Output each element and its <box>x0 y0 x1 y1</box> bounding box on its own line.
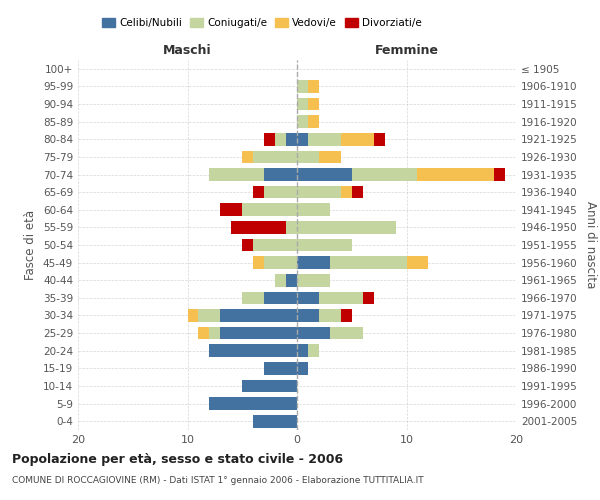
Bar <box>297 274 330 286</box>
Text: Popolazione per età, sesso e stato civile - 2006: Popolazione per età, sesso e stato civil… <box>12 452 343 466</box>
Bar <box>308 80 319 93</box>
Legend: Celibi/Nubili, Coniugati/e, Vedovi/e, Divorziati/e: Celibi/Nubili, Coniugati/e, Vedovi/e, Di… <box>98 14 425 32</box>
Bar <box>209 327 220 340</box>
Bar <box>297 150 319 163</box>
Bar <box>352 168 418 181</box>
Bar <box>297 327 330 340</box>
Bar <box>253 186 264 198</box>
Bar <box>297 256 330 269</box>
Bar <box>232 221 286 234</box>
Bar <box>253 415 297 428</box>
Bar <box>308 344 319 357</box>
Bar <box>341 186 352 198</box>
Bar <box>242 204 297 216</box>
Bar <box>330 256 407 269</box>
Bar <box>209 397 297 410</box>
Bar <box>264 133 275 145</box>
Bar <box>264 186 297 198</box>
Bar <box>297 292 319 304</box>
Bar <box>374 133 385 145</box>
Bar <box>330 327 363 340</box>
Bar <box>199 327 209 340</box>
Bar <box>264 362 297 374</box>
Bar <box>297 80 308 93</box>
Bar <box>242 150 253 163</box>
Text: Maschi: Maschi <box>163 44 212 58</box>
Bar <box>297 98 308 110</box>
Bar <box>297 204 330 216</box>
Bar <box>297 309 319 322</box>
Bar <box>297 344 308 357</box>
Bar <box>264 292 297 304</box>
Bar <box>253 238 297 252</box>
Bar <box>187 309 199 322</box>
Bar <box>297 168 352 181</box>
Bar <box>341 309 352 322</box>
Bar <box>286 133 297 145</box>
Bar <box>319 150 341 163</box>
Bar <box>352 186 362 198</box>
Bar <box>242 380 297 392</box>
Bar <box>362 292 374 304</box>
Bar <box>494 168 505 181</box>
Bar <box>341 133 374 145</box>
Bar <box>220 204 242 216</box>
Bar <box>253 256 264 269</box>
Bar <box>253 150 297 163</box>
Text: Femmine: Femmine <box>374 44 439 58</box>
Bar <box>275 133 286 145</box>
Y-axis label: Anni di nascita: Anni di nascita <box>584 202 597 288</box>
Bar <box>209 344 297 357</box>
Bar <box>308 133 341 145</box>
Bar <box>199 309 220 322</box>
Bar <box>297 221 395 234</box>
Text: COMUNE DI ROCCAGIOVINE (RM) - Dati ISTAT 1° gennaio 2006 - Elaborazione TUTTITAL: COMUNE DI ROCCAGIOVINE (RM) - Dati ISTAT… <box>12 476 424 485</box>
Bar <box>297 133 308 145</box>
Bar <box>220 327 297 340</box>
Bar <box>297 362 308 374</box>
Bar <box>297 186 341 198</box>
Bar <box>286 221 297 234</box>
Bar <box>286 274 297 286</box>
Bar <box>297 116 308 128</box>
Bar <box>275 274 286 286</box>
Bar <box>242 238 253 252</box>
Bar <box>220 309 297 322</box>
Bar <box>297 238 352 252</box>
Bar <box>209 168 264 181</box>
Bar <box>308 98 319 110</box>
Bar <box>308 116 319 128</box>
Bar <box>264 256 297 269</box>
Bar <box>319 309 341 322</box>
Bar <box>407 256 428 269</box>
Y-axis label: Fasce di età: Fasce di età <box>25 210 37 280</box>
Bar <box>319 292 362 304</box>
Bar <box>264 168 297 181</box>
Bar <box>418 168 494 181</box>
Bar <box>242 292 264 304</box>
